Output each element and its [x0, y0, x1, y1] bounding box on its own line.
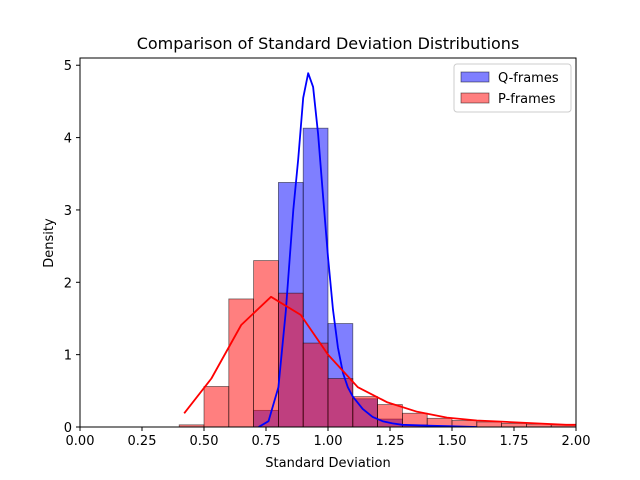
kde-lines: [183, 72, 576, 427]
histogram-bars: [178, 127, 577, 428]
histogram-bar: [203, 386, 230, 428]
y-tick-label: 1: [64, 349, 72, 364]
y-tick-label: 5: [64, 59, 72, 74]
x-tick-label: 1.25: [376, 434, 405, 449]
x-tick-label: 2.00: [562, 434, 591, 449]
legend-label-q-frames: Q-frames: [498, 71, 559, 86]
y-tick-label: 4: [64, 132, 72, 147]
kde-line-q-frames: [258, 72, 477, 427]
x-tick-label: 1.00: [314, 434, 343, 449]
legend: Q-frames P-frames: [453, 63, 572, 113]
histogram-bar: [501, 422, 527, 428]
plot-area: [178, 72, 577, 428]
y-tick-label: 0: [64, 421, 72, 436]
y-tick-label: 2: [64, 276, 72, 291]
x-tick-label: 1.50: [438, 434, 467, 449]
chart-title: Comparison of Standard Deviation Distrib…: [137, 34, 520, 53]
x-tick-label: 0.75: [252, 434, 281, 449]
histogram-bar: [228, 298, 255, 428]
legend-label-p-frames: P-frames: [498, 92, 556, 107]
x-tick-label: 0.00: [66, 434, 95, 449]
histogram-bar: [327, 378, 354, 428]
legend-swatch-p-frames: [460, 92, 490, 104]
series-bars-p-frames: [178, 260, 577, 428]
x-axis-label: Standard Deviation: [265, 456, 390, 471]
axes: 0.00 0.25 0.50 0.75 1.00 1.25 1.50 1.75 2.00 0 1 2 3…: [64, 57, 591, 449]
y-axis-label: Density: [42, 218, 57, 268]
histogram-bar: [302, 342, 329, 428]
kde-line-p-frames: [183, 295, 576, 426]
legend-swatch-q-frames: [460, 71, 490, 83]
x-tick-label: 0.50: [190, 434, 219, 449]
y-tick-label: 3: [64, 204, 72, 219]
x-tick-label: 0.25: [128, 434, 157, 449]
histogram-bar: [476, 421, 502, 428]
x-tick-label: 1.75: [500, 434, 529, 449]
